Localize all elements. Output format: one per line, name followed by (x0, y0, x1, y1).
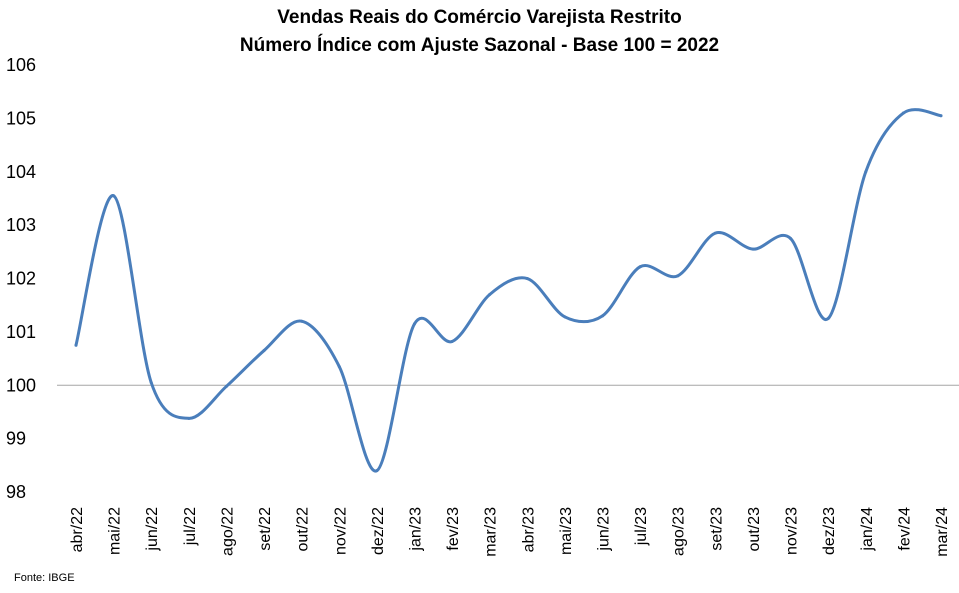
x-tick-label: abr/23 (520, 507, 537, 552)
x-tick-label: jan/23 (407, 507, 424, 552)
x-tick-label: jun/22 (144, 507, 161, 552)
chart-title: Vendas Reais do Comércio Varejista Restr… (277, 7, 682, 28)
data-point-jun-23 (601, 314, 605, 318)
data-point-abr-22 (74, 343, 78, 347)
x-tick-label: fev/23 (445, 507, 462, 551)
x-tick-label: dez/22 (370, 507, 387, 555)
data-point-jun-22 (149, 381, 153, 385)
data-point-nov-22 (337, 365, 341, 369)
y-axis: 98 99 100 101 102 103 104 105 106 (6, 55, 36, 502)
x-tick-label: set/22 (257, 507, 274, 551)
x-tick-label: fev/24 (896, 507, 913, 551)
x-tick-label: mar/23 (483, 507, 500, 557)
data-point-jul-22 (187, 416, 191, 420)
x-tick-label: nov/23 (784, 507, 801, 555)
data-point-jan-24 (864, 170, 868, 174)
data-point-abr-23 (525, 277, 529, 280)
data-point-mai-22 (112, 194, 116, 198)
data-point-jan-23 (412, 322, 416, 326)
y-tick-label: 101 (6, 322, 36, 342)
data-point-mar-24 (939, 114, 943, 118)
x-tick-label: jun/23 (596, 507, 613, 552)
x-tick-label: out/23 (746, 507, 763, 552)
data-point-out-23 (751, 247, 755, 251)
data-point-fev-23 (450, 339, 454, 343)
y-tick-label: 105 (6, 108, 36, 128)
x-tick-label: jul/22 (182, 507, 199, 546)
y-tick-label: 106 (6, 55, 36, 75)
data-point-set-22 (262, 349, 266, 353)
data-point-mar-23 (488, 293, 492, 297)
y-tick-label: 100 (6, 375, 36, 395)
x-tick-label: nov/22 (332, 507, 349, 555)
y-tick-label: 102 (6, 269, 36, 289)
y-tick-label: 103 (6, 215, 36, 235)
data-point-out-22 (300, 319, 304, 323)
x-tick-label: jan/24 (859, 507, 876, 552)
x-tick-label: set/23 (708, 507, 725, 551)
data-point-ago-22 (224, 384, 228, 388)
data-point-nov-23 (789, 236, 793, 240)
data-point-jul-23 (638, 265, 642, 269)
x-tick-label: mar/24 (934, 507, 951, 557)
x-tick-label: dez/23 (821, 507, 838, 555)
series-line (74, 108, 943, 473)
y-tick-label: 98 (6, 482, 26, 502)
x-tick-label: mai/22 (107, 507, 124, 555)
x-tick-label: out/22 (295, 507, 312, 552)
data-point-mai-23 (563, 315, 567, 319)
data-point-ago-23 (676, 274, 680, 278)
x-tick-label: abr/22 (69, 507, 86, 552)
y-tick-label: 99 (6, 429, 26, 449)
y-tick-label: 104 (6, 162, 36, 182)
data-points (74, 111, 943, 473)
data-point-set-23 (713, 231, 717, 235)
data-point-fev-24 (901, 111, 905, 115)
source-note: Fonte: IBGE (14, 572, 75, 584)
x-axis: abr/22 mai/22 jun/22 jul/22 ago/22 set/22 out/… (69, 507, 951, 557)
x-tick-label: ago/23 (671, 507, 688, 556)
x-tick-label: mai/23 (558, 507, 575, 555)
data-point-dez-23 (826, 317, 830, 321)
data-point-dez-22 (375, 469, 379, 473)
x-tick-label: ago/22 (219, 507, 236, 556)
x-tick-label: jul/23 (633, 507, 650, 546)
chart-subtitle: Número Índice com Ajuste Sazonal - Base … (239, 35, 720, 56)
